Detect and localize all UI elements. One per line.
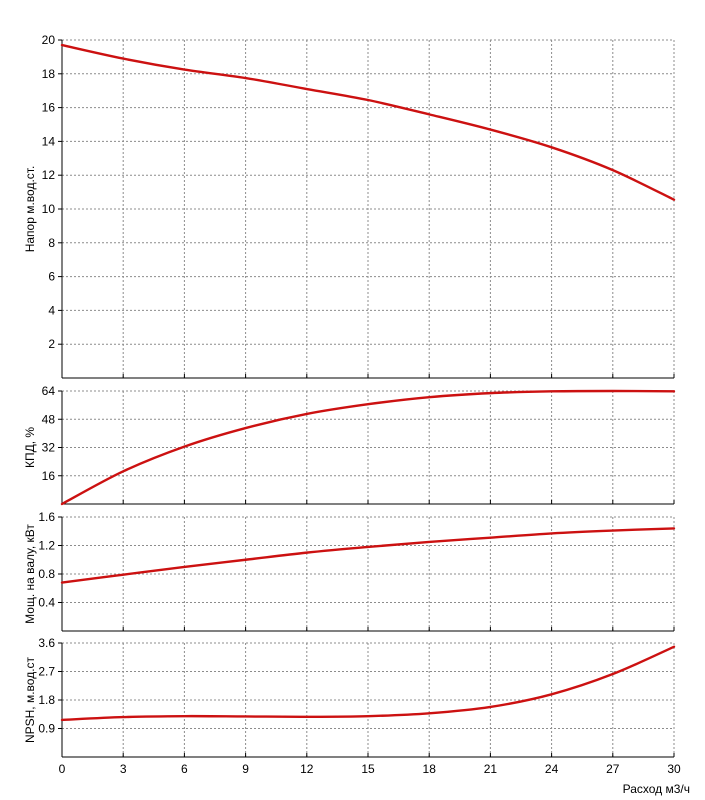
y-tick-label: 20 — [42, 33, 56, 47]
x-axis-label: Расход м3/ч — [623, 782, 690, 796]
y-tick-label: 32 — [42, 441, 56, 455]
y-tick-label: 6 — [48, 270, 55, 284]
efficiency-curve — [60, 389, 676, 506]
y-tick-label: 16 — [42, 469, 56, 483]
y-tick-label: 48 — [42, 412, 56, 426]
x-tick-label: 30 — [667, 762, 681, 776]
y-axis-label: Напор м.вод.ст. — [23, 166, 37, 253]
y-axis-label: Мощ. на валу, кВт — [23, 524, 37, 624]
y-tick-label: 18 — [42, 67, 56, 81]
x-tick-label: 3 — [120, 762, 127, 776]
x-tick-label: 9 — [242, 762, 249, 776]
y-tick-label: 16 — [42, 101, 56, 115]
y-tick-label: 1.6 — [38, 510, 55, 524]
npsh-panel: 0.9 1.8 2.7 3.6 0 3 6 9 12 15 18 21 24 27 30 NPSH, м.во… — [23, 636, 681, 776]
x-tick-label: 18 — [423, 762, 437, 776]
x-tick-label: 0 — [59, 762, 66, 776]
y-tick-label: 1.8 — [38, 693, 55, 707]
x-tick-label: 21 — [484, 762, 498, 776]
y-tick-label: 2 — [48, 337, 55, 351]
y-tick-label: 64 — [42, 384, 56, 398]
head-panel: 2 4 6 8 10 12 14 16 18 20 Напор м.вод.ст. — [23, 33, 676, 379]
x-tick-label: 24 — [545, 762, 559, 776]
y-tick-label: 10 — [42, 202, 56, 216]
y-tick-label: 0.4 — [38, 596, 55, 610]
y-tick-label: 1.2 — [38, 539, 55, 553]
y-tick-label: 0.9 — [38, 722, 55, 736]
x-tick-label: 27 — [606, 762, 620, 776]
x-tick-label: 12 — [300, 762, 314, 776]
x-tick-label: 15 — [361, 762, 375, 776]
y-tick-label: 4 — [48, 303, 55, 317]
y-axis-label: КПД, % — [23, 427, 37, 468]
y-tick-label: 0.8 — [38, 567, 55, 581]
efficiency-panel: 16 32 48 64 КПД, % — [23, 384, 676, 506]
y-tick-label: 2.7 — [38, 665, 55, 679]
y-axis-label: NPSH, м.вод.ст — [23, 656, 37, 743]
y-tick-label: 12 — [42, 168, 56, 182]
head-curve — [60, 43, 676, 201]
x-tick-label: 6 — [181, 762, 188, 776]
y-tick-label: 14 — [42, 134, 56, 148]
npsh-curve — [60, 645, 676, 722]
y-tick-label: 3.6 — [38, 636, 55, 650]
power-curve — [60, 527, 676, 584]
y-tick-label: 8 — [48, 236, 55, 250]
